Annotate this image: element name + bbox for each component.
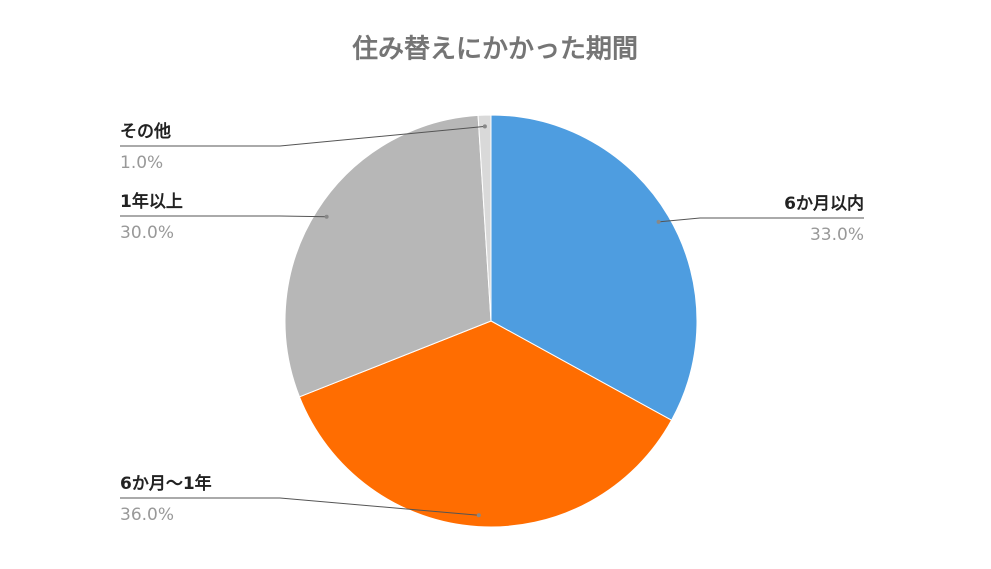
leader-line bbox=[120, 215, 327, 218]
leader-line bbox=[120, 125, 485, 147]
slice-value-label: 36.0% bbox=[120, 505, 174, 525]
slice-label: その他 bbox=[120, 121, 171, 142]
leader-dot bbox=[656, 219, 661, 224]
pie-slice bbox=[284, 114, 492, 398]
pie-slice bbox=[298, 320, 673, 528]
leader-dot bbox=[482, 124, 487, 129]
slice-value-label: 1.0% bbox=[120, 153, 163, 173]
slice-label: 6か月〜1年 bbox=[120, 473, 212, 494]
leader-line bbox=[120, 497, 479, 516]
chart-title: 住み替えにかかった期間 bbox=[352, 34, 638, 65]
slice-label: 6か月以内 bbox=[784, 193, 864, 214]
pie-slice bbox=[477, 114, 492, 322]
leader-dot bbox=[324, 214, 329, 219]
slice-label: 1年以上 bbox=[120, 191, 183, 212]
slice-value-label: 30.0% bbox=[120, 223, 174, 243]
pie-slice bbox=[490, 114, 698, 421]
leader-line bbox=[658, 217, 864, 223]
leader-dot bbox=[476, 513, 481, 518]
slice-value-label: 33.0% bbox=[810, 225, 864, 245]
